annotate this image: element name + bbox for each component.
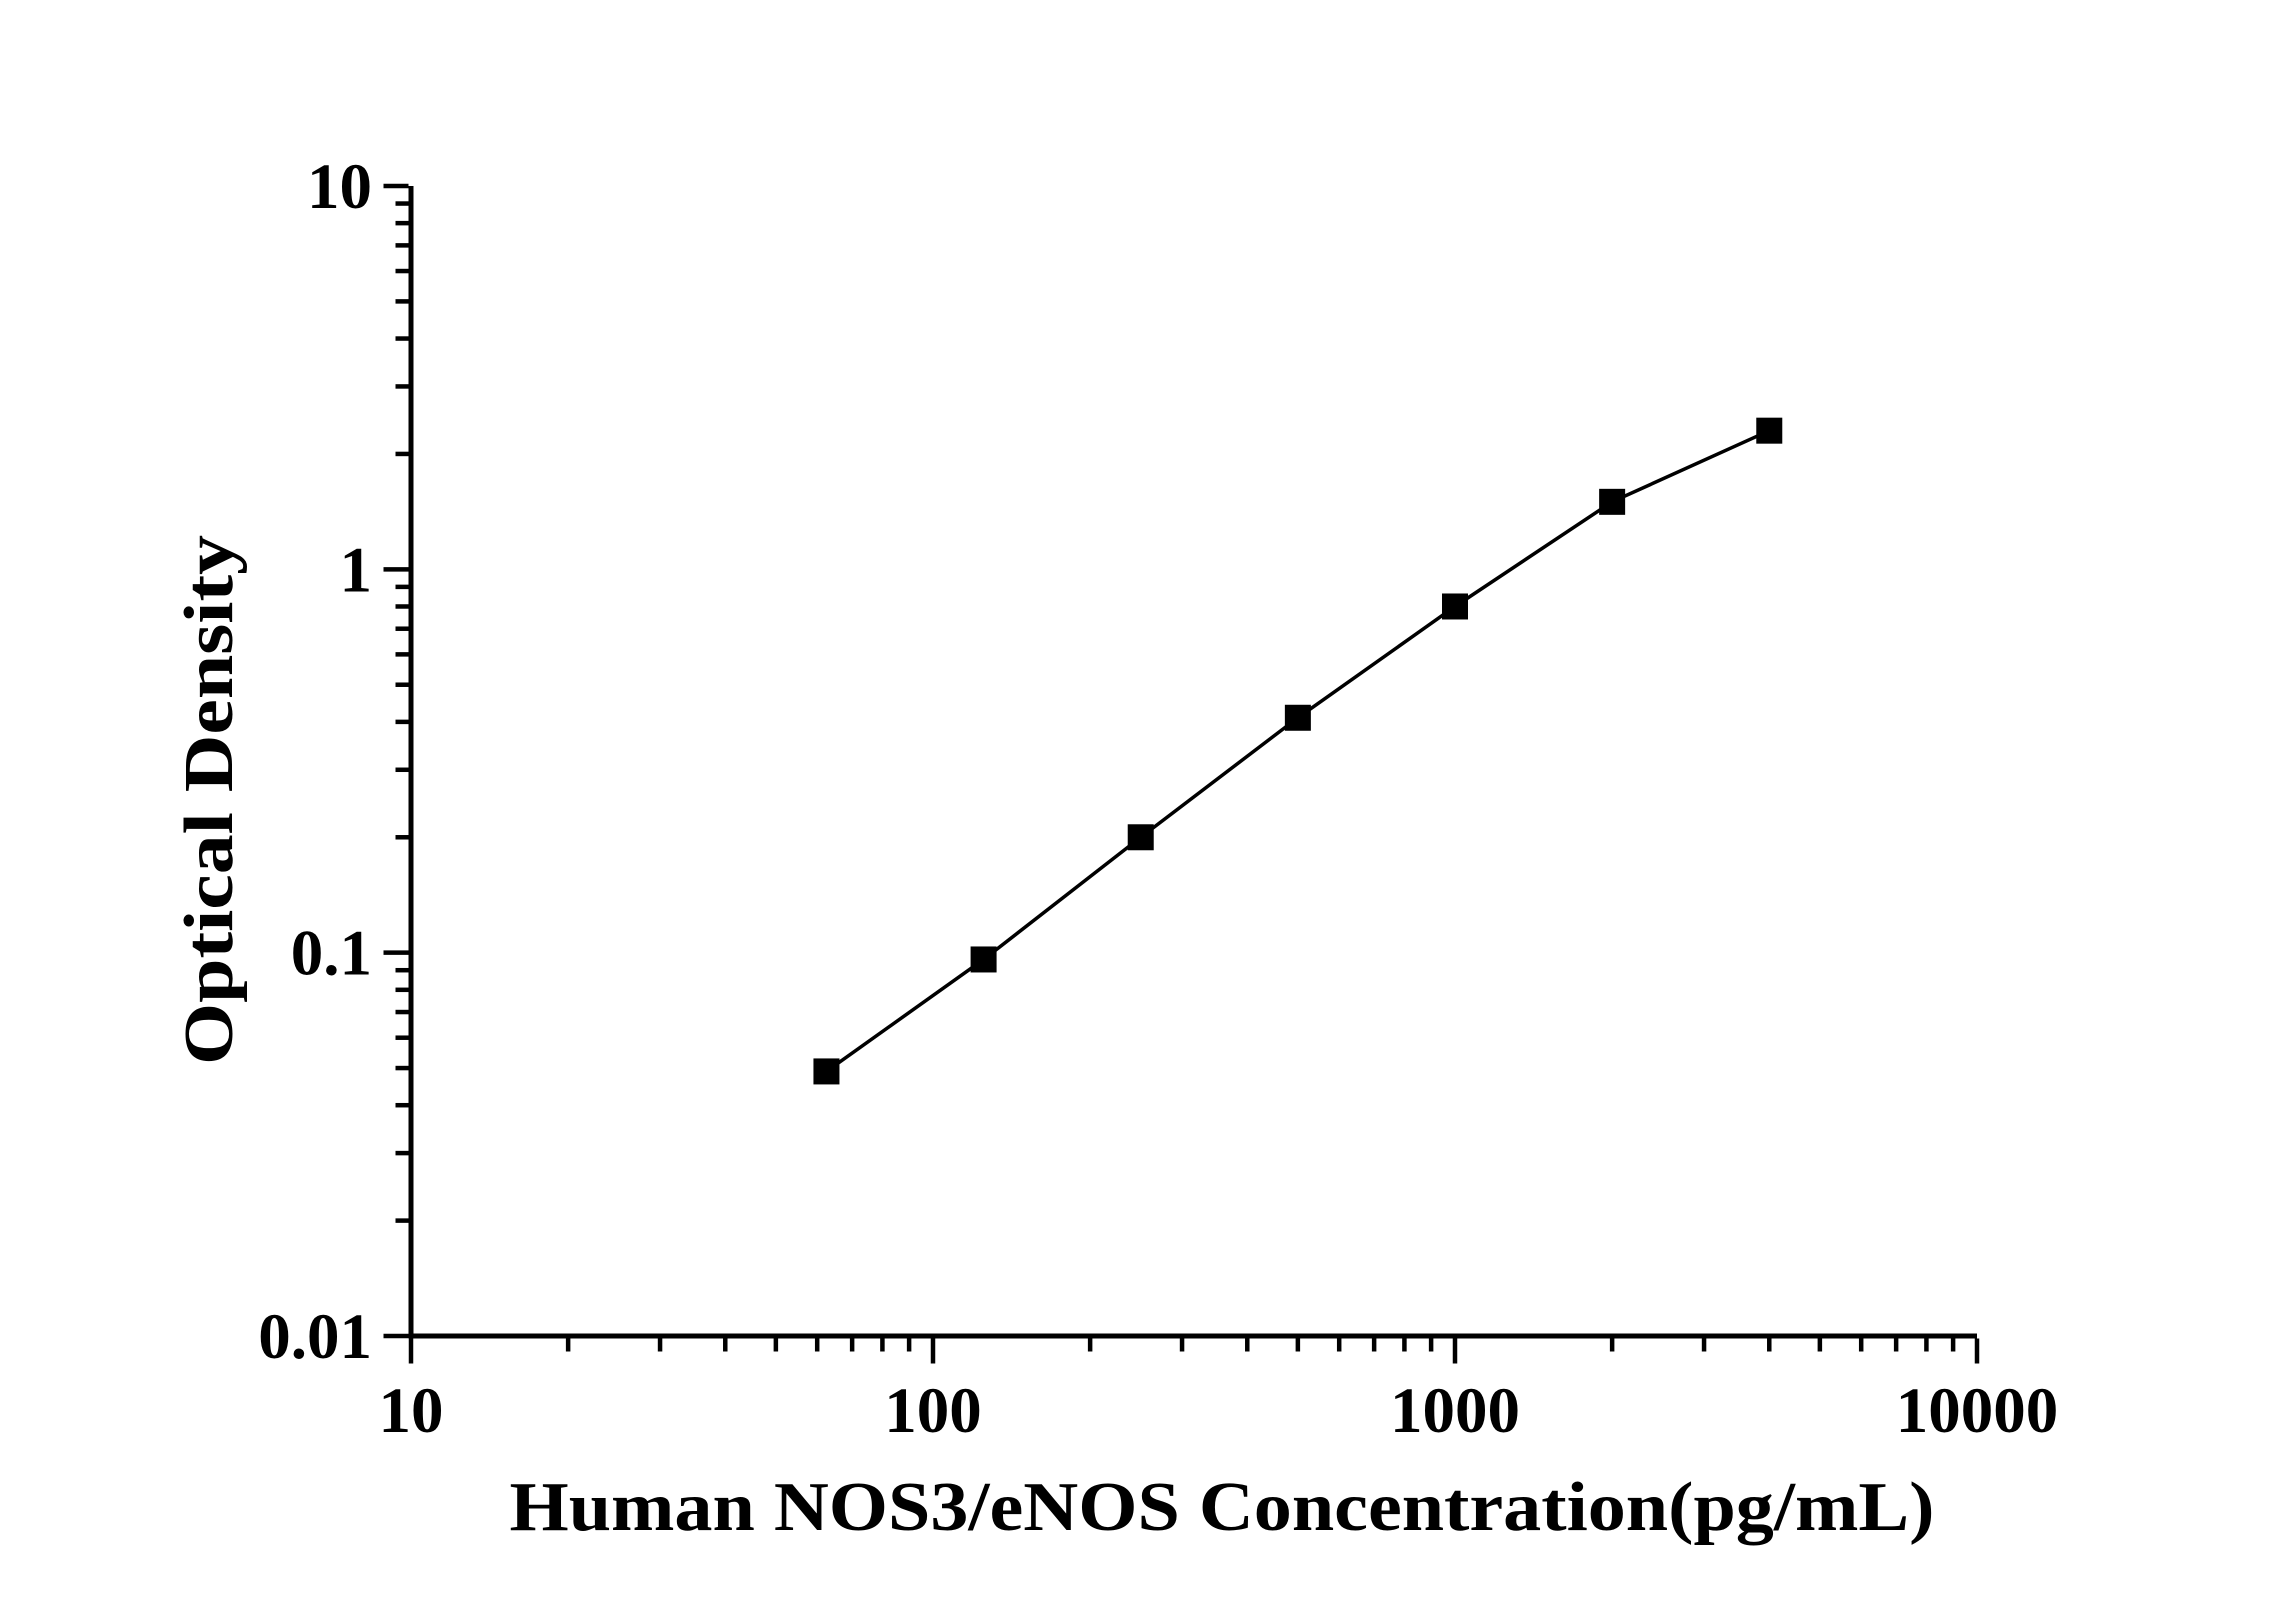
- data-point-marker: [1442, 593, 1468, 620]
- y-tick-label-0.1: 0.1: [291, 918, 372, 990]
- data-layer: [813, 417, 1783, 1085]
- y-tick-label-0.01: 0.01: [258, 1301, 372, 1373]
- data-point-marker: [813, 1058, 840, 1085]
- y-axis-title: Optical Density: [171, 535, 248, 1065]
- data-point-marker: [1127, 824, 1154, 851]
- x-tick-label-1000: 1000: [1390, 1375, 1520, 1447]
- axes-layer: [383, 183, 1980, 1364]
- x-tick-label-10: 10: [379, 1375, 444, 1447]
- standard-curve-line: [825, 429, 1771, 1073]
- x-tick-label-100: 100: [884, 1375, 982, 1447]
- data-point-marker: [1756, 417, 1783, 444]
- x-tick-label-10000: 10000: [1896, 1375, 2059, 1447]
- axis-spines: [408, 186, 1977, 1339]
- data-point-marker: [1284, 704, 1311, 731]
- data-point-marker: [970, 946, 997, 973]
- tick-label-layer: 10 100 1000 10000 0.01 0.1 1 10: [258, 151, 2058, 1447]
- y-tick-label-1: 1: [340, 534, 373, 606]
- y-tick-label-10: 10: [307, 151, 372, 223]
- x-axis-title: Human NOS3/eNOS Concentration(pg/mL): [510, 1469, 1935, 1546]
- data-point-marker: [1599, 488, 1626, 515]
